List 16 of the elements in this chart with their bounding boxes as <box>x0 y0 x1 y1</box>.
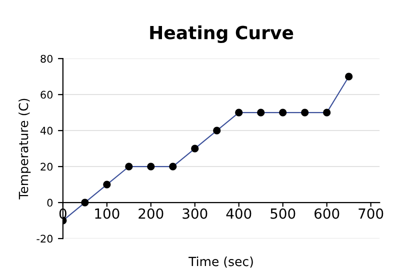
x-tick-label: 200 <box>138 208 164 219</box>
y-axis-title: Temperature (C) <box>18 98 31 200</box>
y-tick-label: 40 <box>40 126 53 135</box>
chart-title: Heating Curve <box>150 25 294 44</box>
y-tick-label: 80 <box>40 54 53 63</box>
x-axis-title: Time (sec) <box>188 256 253 268</box>
y-tick-label: 0 <box>47 198 53 207</box>
y-tick-label: 60 <box>40 90 53 99</box>
x-tick-label: 600 <box>314 208 340 219</box>
y-tick-label: -20 <box>36 234 53 243</box>
x-tick-label: 500 <box>270 208 296 219</box>
y-tick-label: 20 <box>40 162 53 171</box>
x-tick-label: 100 <box>95 208 120 219</box>
x-tick-label: 700 <box>358 208 384 219</box>
x-tick-label: 400 <box>226 208 252 219</box>
x-tick-label: 300 <box>182 208 208 219</box>
